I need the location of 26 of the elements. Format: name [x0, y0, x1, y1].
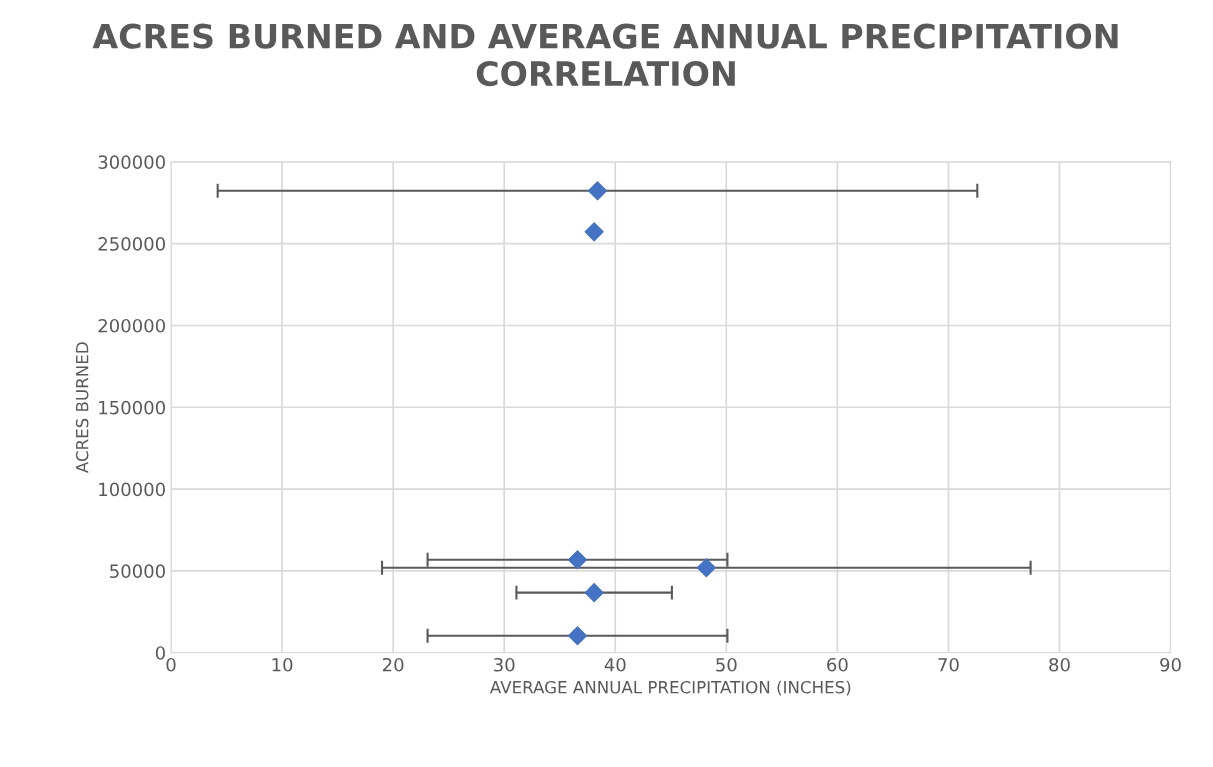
- x-tick-label: 10: [272, 657, 293, 672]
- y-tick-label: 50000: [110, 564, 165, 579]
- x-tick-label: 90: [1160, 657, 1181, 672]
- y-tick-label: 150000: [99, 400, 165, 415]
- point: [584, 583, 604, 603]
- point: [584, 222, 604, 242]
- y-tick-label: 250000: [98, 237, 165, 251]
- x-axis-title: AVERAGE ANNUAL PRECIPITATION (INCHES): [489, 680, 851, 696]
- y-axis-title: ACRES BURNED: [75, 342, 89, 474]
- point: [567, 550, 588, 570]
- x-tick-label: 40: [604, 657, 626, 672]
- x-tick-label: 60: [827, 657, 848, 672]
- x-tick-label: 70: [938, 657, 959, 672]
- x-tick-label: 20: [382, 657, 404, 672]
- point: [567, 626, 588, 646]
- point: [587, 181, 608, 201]
- point: [696, 558, 716, 578]
- y-tick-label: 0: [155, 646, 165, 660]
- y-tick-label: 200000: [98, 318, 165, 333]
- x-tick-label: 80: [1049, 657, 1070, 672]
- x-tick-label: 50: [716, 657, 737, 672]
- x-tick-label: 30: [494, 657, 515, 672]
- y-tick-label: 300000: [98, 155, 165, 169]
- chart-title: ACRES BURNED AND AVERAGE ANNUAL PRECIPITATION CORRELATION: [92, 23, 1118, 87]
- y-tick-label: 100000: [99, 482, 165, 497]
- x-tick-label: 0: [166, 657, 176, 672]
